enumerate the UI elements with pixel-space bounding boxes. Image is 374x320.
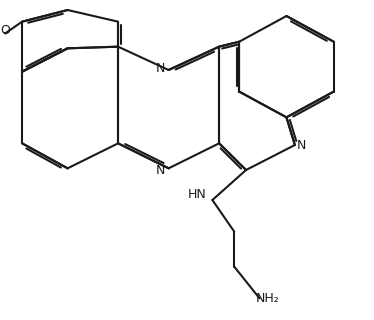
Text: N: N [297,139,307,151]
Text: NH₂: NH₂ [255,292,279,305]
Text: N: N [156,164,165,177]
Text: O: O [0,24,10,37]
Text: HN: HN [188,188,206,202]
Text: N: N [156,61,165,75]
